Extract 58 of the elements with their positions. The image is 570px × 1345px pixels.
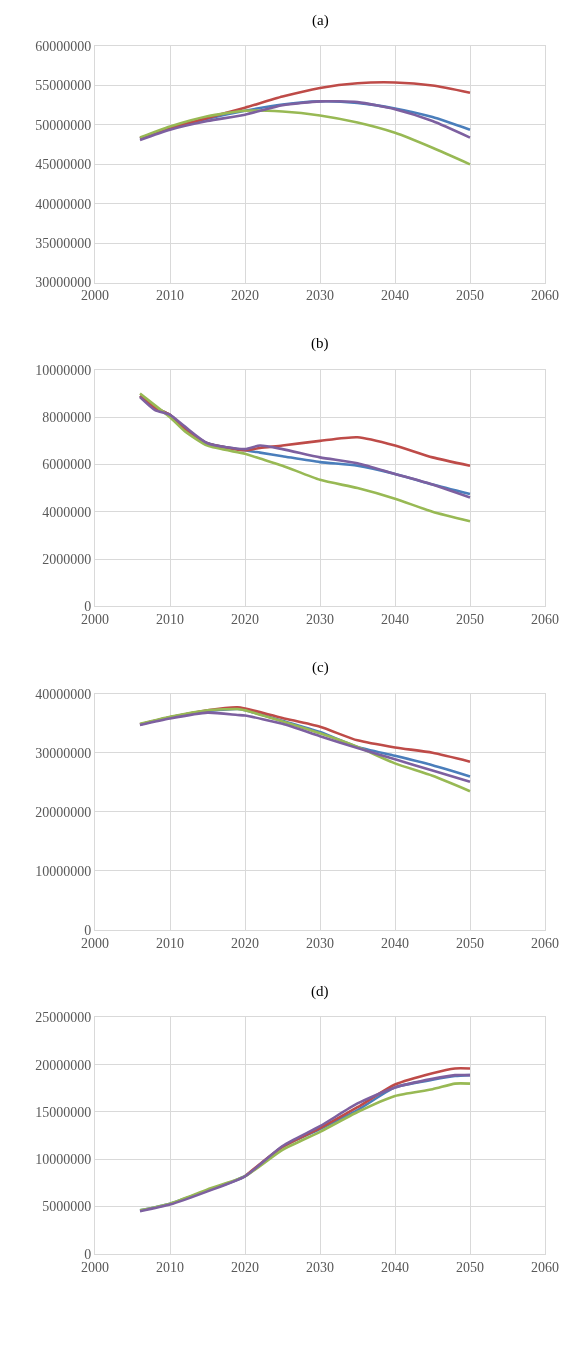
x-tick-label: 2060: [531, 612, 559, 628]
y-tick-label: 10000000: [35, 1152, 92, 1168]
y-tick-label: 8000000: [42, 410, 92, 426]
y-tick-label: 50000000: [35, 117, 92, 133]
y-tick-label: 10000000: [35, 863, 92, 879]
y-tick-label: 20000000: [35, 1057, 92, 1073]
y-tick-label: 6000000: [42, 457, 92, 473]
x-tick-label: 2000: [81, 288, 109, 304]
y-tick-label: 30000000: [35, 745, 92, 761]
y-tick-label: 55000000: [35, 78, 92, 94]
x-tick-label: 2050: [456, 288, 484, 304]
y-tick-label: 30000000: [35, 275, 92, 291]
y-tick-label: 0: [84, 922, 92, 938]
chart-title: (c): [312, 659, 329, 676]
y-tick-label: 40000000: [35, 196, 92, 212]
x-tick-label: 2030: [306, 612, 334, 628]
x-tick-label: 2010: [156, 935, 184, 951]
x-tick-label: 2000: [81, 935, 109, 951]
x-tick-label: 2060: [531, 288, 559, 304]
x-tick-label: 2050: [456, 1259, 484, 1275]
x-tick-label: 2040: [381, 288, 409, 304]
chart-title: (d): [311, 983, 329, 1000]
x-tick-label: 2050: [456, 612, 484, 628]
y-tick-label: 60000000: [35, 39, 92, 55]
y-tick-label: 0: [84, 1246, 92, 1262]
chart-title: (b): [311, 335, 329, 352]
line-series: [138, 109, 472, 166]
x-tick-label: 2030: [306, 1259, 334, 1275]
x-tick-label: 2060: [531, 935, 559, 951]
y-tick-label: 25000000: [35, 1010, 92, 1026]
x-tick-label: 2000: [81, 1259, 109, 1275]
y-tick-label: 5000000: [42, 1199, 92, 1215]
y-tick-label: 0: [84, 599, 92, 615]
x-tick-label: 2020: [231, 935, 259, 951]
x-tick-label: 2040: [381, 935, 409, 951]
y-tick-label: 20000000: [35, 804, 92, 820]
x-tick-label: 2010: [156, 612, 184, 628]
y-tick-label: 10000000: [35, 362, 92, 378]
y-tick-label: 4000000: [42, 504, 92, 520]
x-tick-label: 2030: [306, 288, 334, 304]
x-tick-label: 2050: [456, 935, 484, 951]
x-tick-label: 2030: [306, 935, 334, 951]
x-tick-label: 2010: [156, 1259, 184, 1275]
line-series: [138, 392, 472, 523]
x-tick-label: 2060: [531, 1259, 559, 1275]
y-tick-label: 45000000: [35, 157, 92, 173]
x-tick-label: 2000: [81, 612, 109, 628]
x-tick-label: 2020: [231, 612, 259, 628]
y-tick-label: 35000000: [35, 236, 92, 252]
x-tick-label: 2040: [381, 612, 409, 628]
y-tick-label: 2000000: [42, 551, 92, 567]
x-tick-label: 2020: [231, 288, 259, 304]
y-tick-label: 40000000: [35, 686, 92, 702]
x-tick-label: 2040: [381, 1259, 409, 1275]
y-tick-label: 15000000: [35, 1104, 92, 1120]
chart-title: (a): [312, 12, 329, 29]
x-tick-label: 2010: [156, 288, 184, 304]
x-tick-label: 2020: [231, 1259, 259, 1275]
